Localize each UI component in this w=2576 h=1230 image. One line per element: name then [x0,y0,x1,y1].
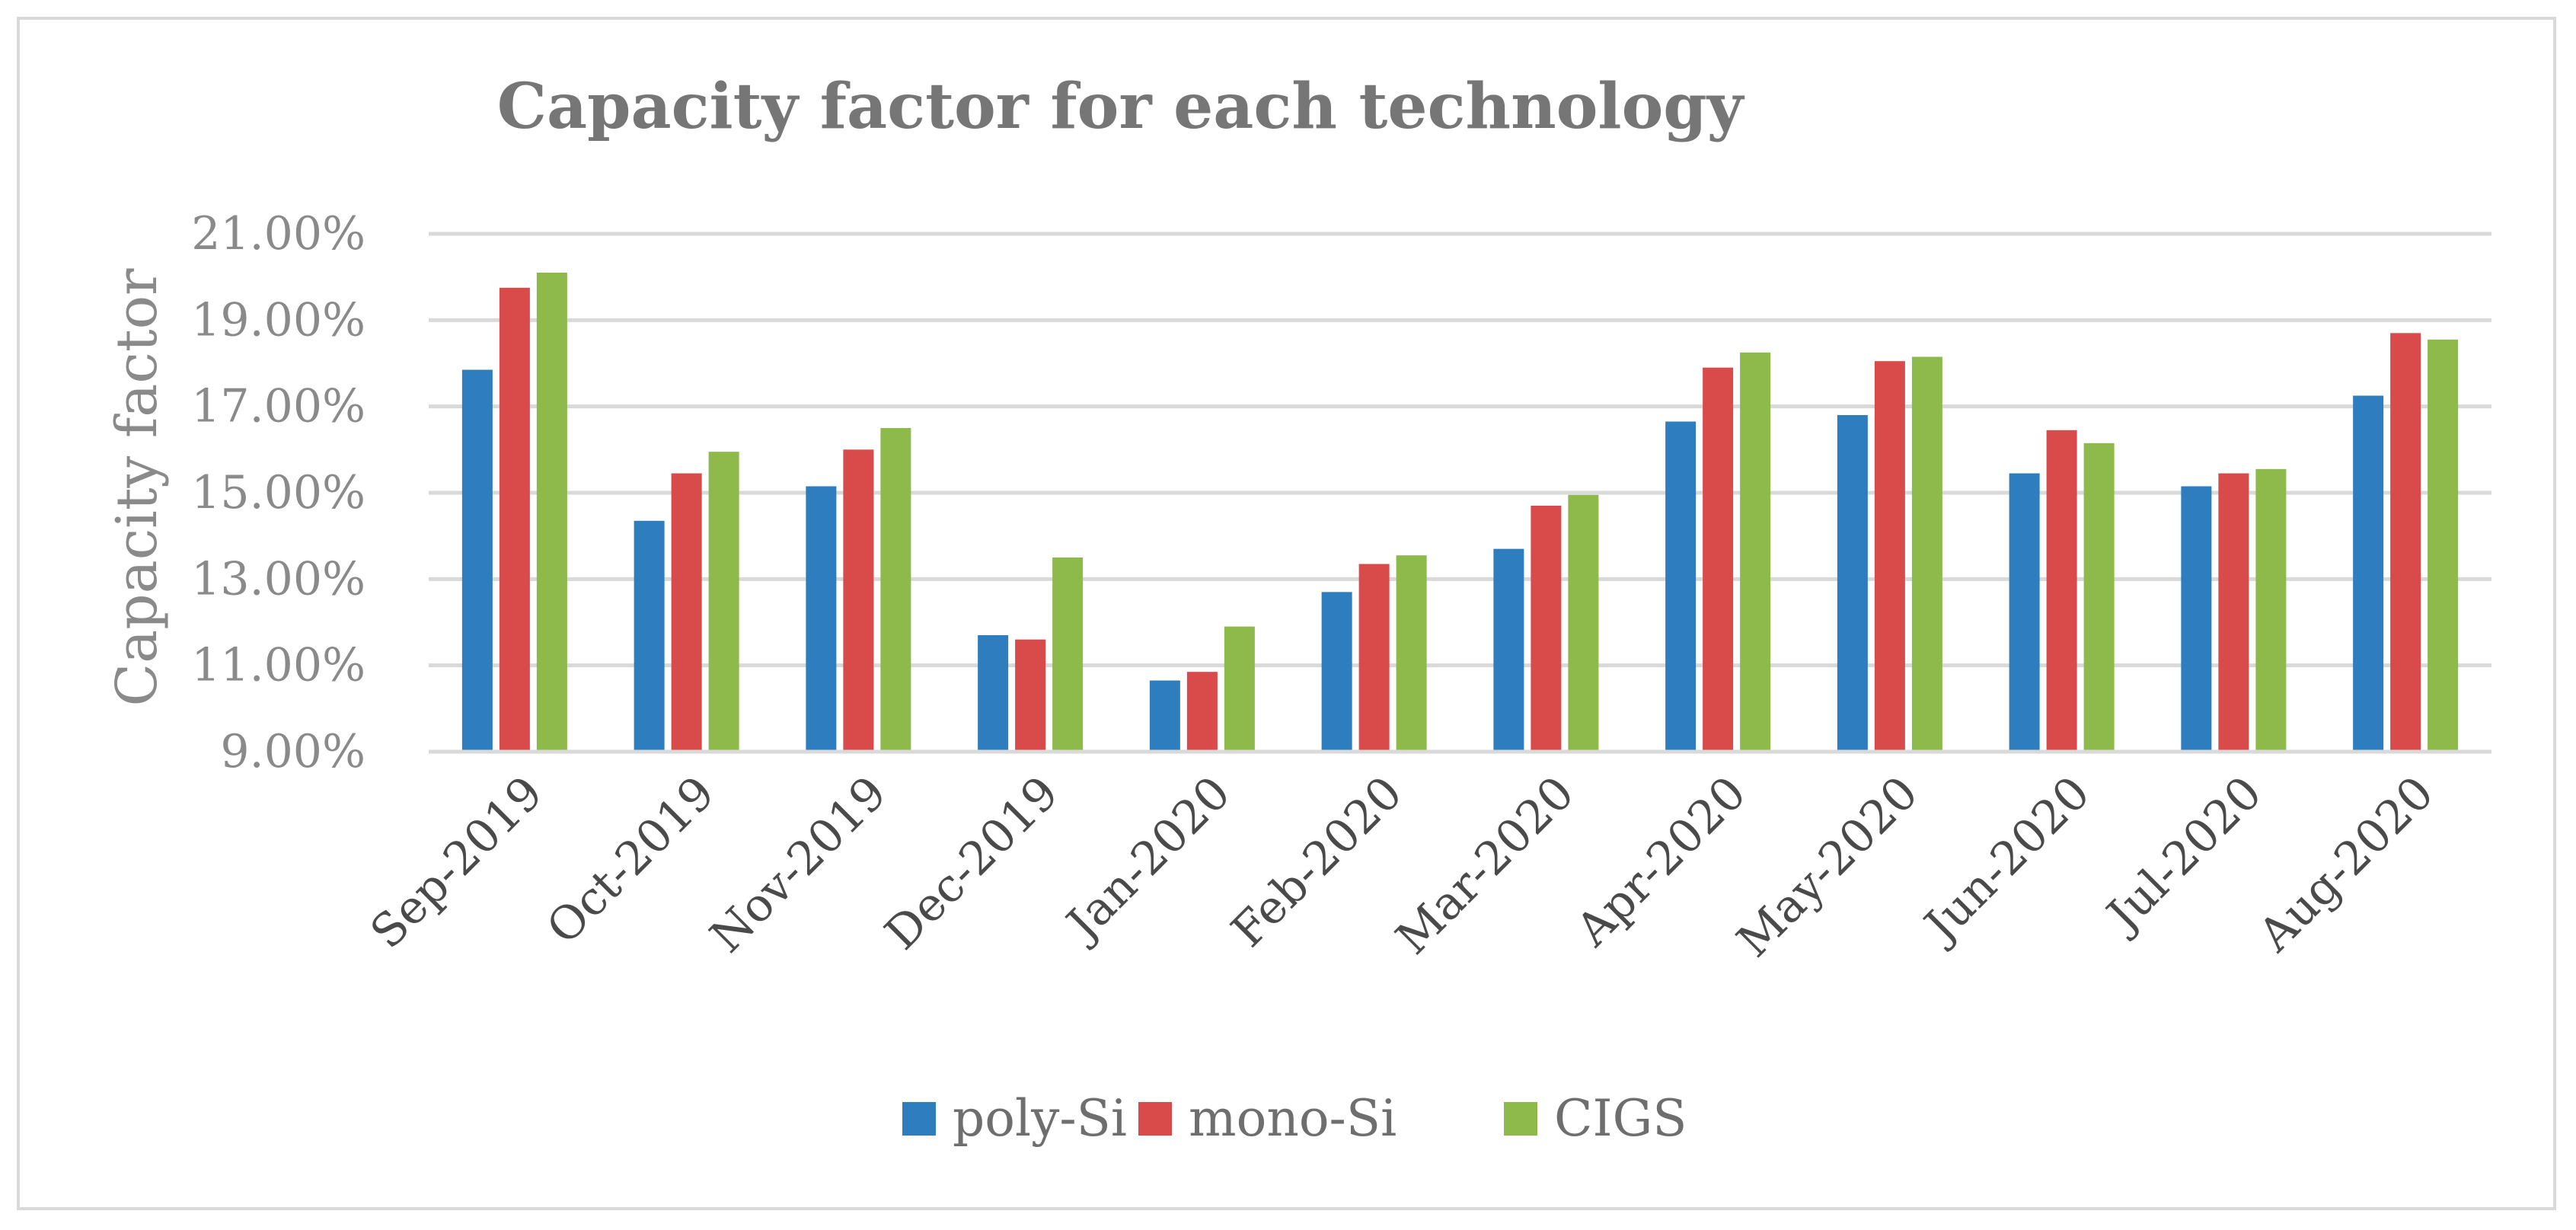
bar-mono-Si-Aug-2020 [2390,333,2421,752]
y-tick-label: 21.00% [191,207,365,260]
x-tick-label: Jan-2020 [1054,766,1241,954]
bar-CIGS-Jan-2020 [1224,626,1255,752]
legend-swatch [902,1102,936,1136]
legend-swatch [1138,1102,1172,1136]
x-tick-label: Jul-2020 [2094,766,2272,944]
bar-poly-Si-Dec-2019 [978,635,1009,752]
y-axis-ticks: 9.00% 11.00% 13.00% 15.00% 17.00% 19.00% 21.00… [191,207,365,778]
bar-CIGS-Dec-2019 [1052,557,1084,752]
bar-mono-Si-Jan-2020 [1186,672,1218,752]
x-tick-label: May-2020 [1727,766,1929,968]
bar-mono-Si-Jun-2020 [2046,430,2077,752]
bar-mono-Si-May-2020 [1874,361,1905,752]
bar-mono-Si-Dec-2019 [1015,639,1046,752]
y-tick-label: 13.00% [191,552,365,605]
x-tick-label: Feb-2020 [1221,766,1412,957]
legend-item-mono-Si: mono-Si [1138,1089,1397,1148]
bar-CIGS-May-2020 [1911,356,1942,752]
legend-item-CIGS: CIGS [1504,1089,1687,1148]
bar-poly-Si-Apr-2020 [1665,421,1697,752]
bar-poly-Si-May-2020 [1837,415,1868,752]
y-tick-label: 11.00% [191,639,365,692]
bar-CIGS-Oct-2019 [708,452,739,752]
x-tick-label: Sep-2019 [360,766,553,959]
bar-CIGS-Jul-2020 [2255,468,2287,752]
legend-item-poly-Si: poly-Si [902,1089,1127,1148]
bar-poly-Si-Mar-2020 [1493,548,1524,752]
bar-mono-Si-Sep-2019 [499,287,530,752]
bar-CIGS-Feb-2020 [1396,555,1427,752]
y-tick-label: 15.00% [191,466,365,519]
bar-mono-Si-Feb-2020 [1358,564,1390,752]
bar-CIGS-Aug-2020 [2428,339,2459,752]
legend-label: poly-Si [953,1089,1127,1148]
bar-CIGS-Jun-2020 [2083,442,2115,752]
x-tick-label: Aug-2020 [2248,766,2444,963]
chart-frame [17,17,2556,1210]
legend-label: CIGS [1554,1089,1687,1148]
x-axis-ticks: Sep-2019Oct-2019Nov-2019Dec-2019Jan-2020… [360,766,2444,968]
legend-label: mono-Si [1189,1089,1397,1148]
bar-CIGS-Nov-2019 [880,428,911,752]
bar-poly-Si-Oct-2019 [634,520,665,752]
x-tick-label: Mar-2020 [1386,766,1585,965]
legend-swatch [1504,1102,1537,1136]
x-tick-label: Jun-2020 [1912,766,2101,955]
gridlines [429,232,2491,668]
bar-mono-Si-Jul-2020 [2218,473,2249,752]
y-tick-label: 17.00% [191,380,365,433]
bar-CIGS-Sep-2019 [536,273,567,752]
bar-poly-Si-Jan-2020 [1149,680,1180,752]
x-tick-label: Dec-2019 [875,766,1069,960]
bar-CIGS-Mar-2020 [1568,494,1599,752]
y-axis-label: Capacity factor [104,268,170,707]
y-tick-label: 9.00% [220,725,365,778]
bar-poly-Si-Jun-2020 [2009,473,2040,752]
bar-poly-Si-Jul-2020 [2181,486,2212,752]
bar-mono-Si-Mar-2020 [1531,506,1562,752]
bar-CIGS-Apr-2020 [1740,352,1771,752]
chart-title: Capacity factor for each technology [497,70,1745,143]
bar-poly-Si-Aug-2020 [2353,395,2384,752]
bar-mono-Si-Apr-2020 [1703,367,1734,752]
bar-poly-Si-Feb-2020 [1321,592,1352,752]
bar-poly-Si-Nov-2019 [806,486,837,752]
x-tick-label: Nov-2019 [701,766,897,963]
y-tick-label: 19.00% [191,293,365,347]
bar-poly-Si-Sep-2019 [461,369,493,752]
bars [461,273,2459,752]
bar-mono-Si-Oct-2019 [671,473,702,752]
x-tick-label: Oct-2019 [537,766,725,954]
bar-mono-Si-Nov-2019 [843,449,874,752]
legend: poly-Si mono-Si CIGS [902,1089,1687,1148]
